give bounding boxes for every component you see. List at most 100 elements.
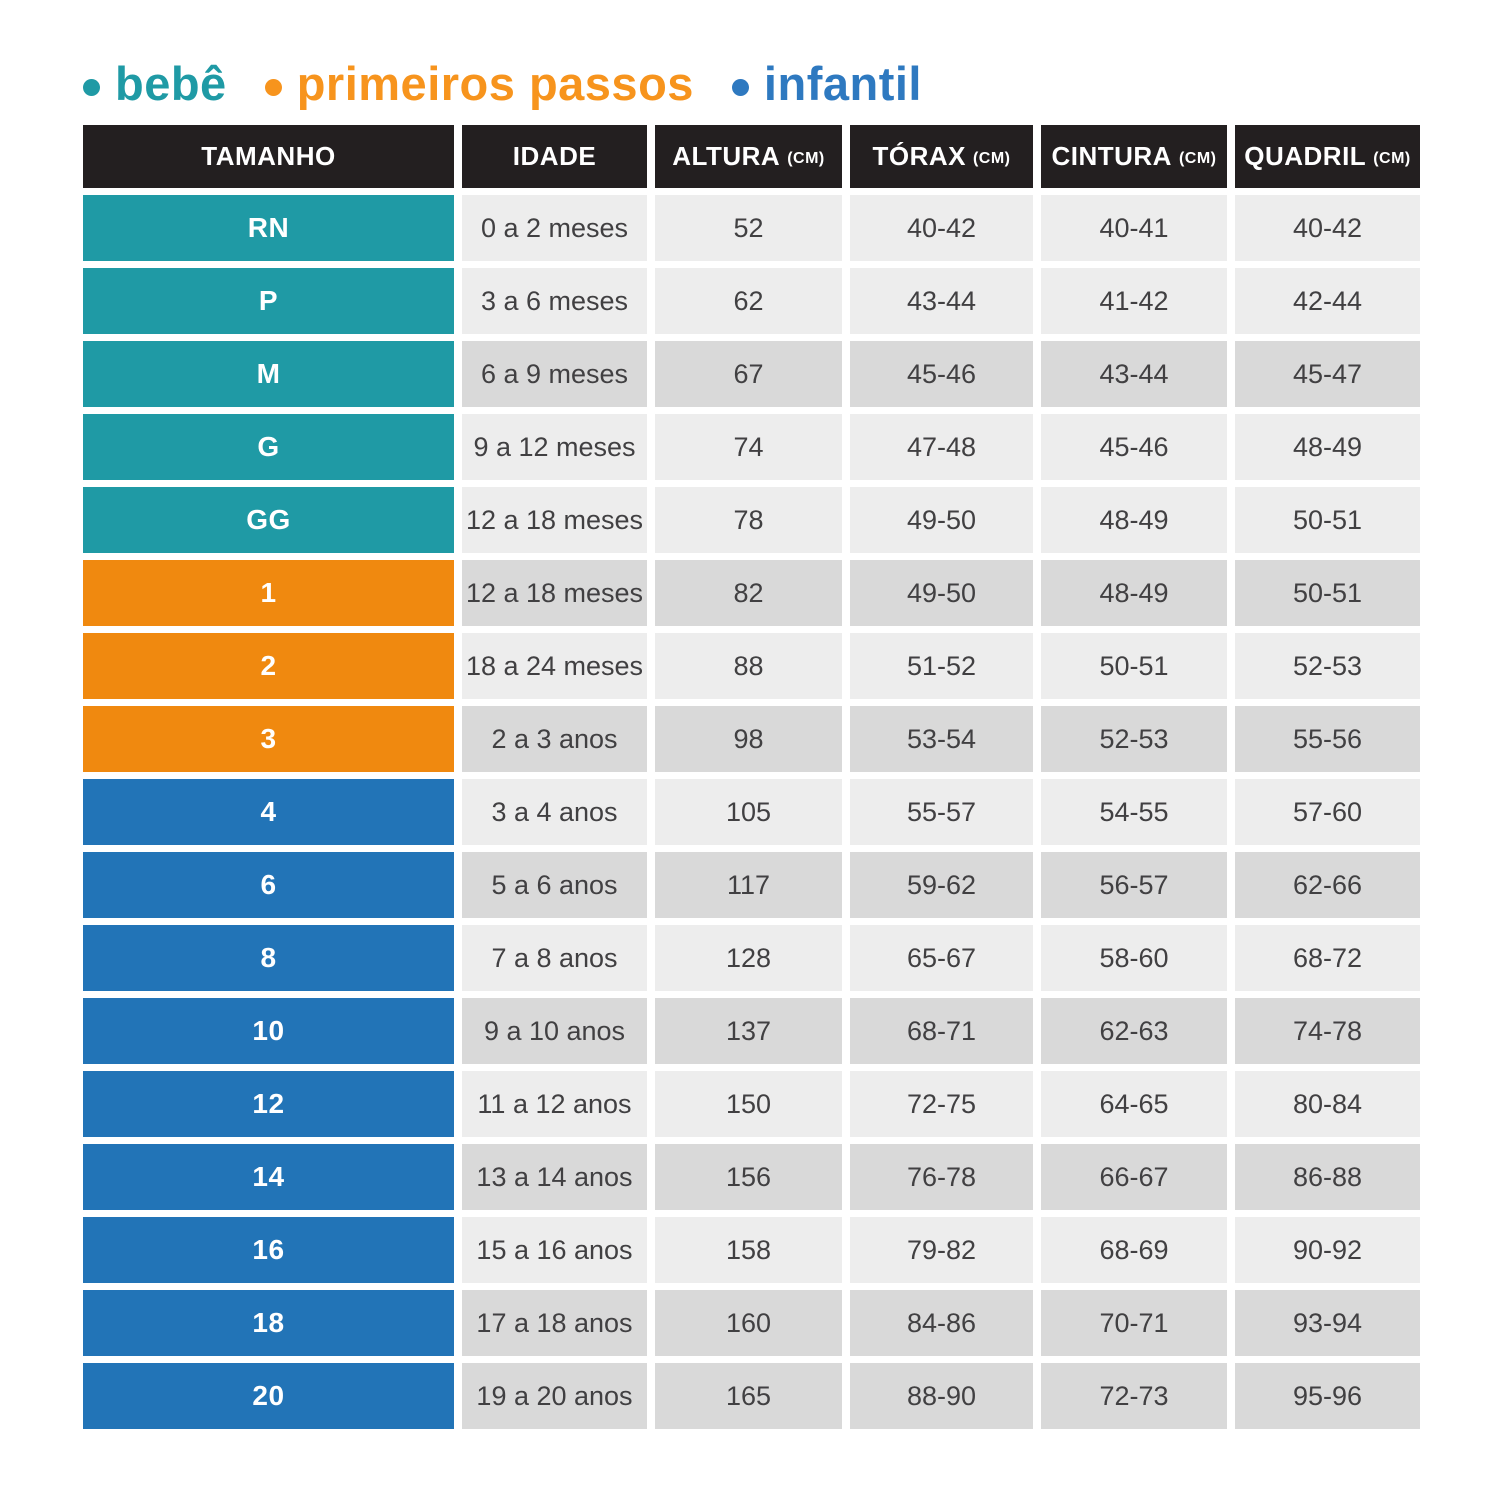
idade-cell: 18 a 24 meses [462, 633, 647, 699]
altura-cell: 105 [655, 779, 842, 845]
idade-cell: 11 a 12 anos [462, 1071, 647, 1137]
quadril-cell: 74-78 [1235, 998, 1420, 1064]
quadril-cell: 57-60 [1235, 779, 1420, 845]
size-chart-table: TAMANHO IDADE ALTURA (CM) TÓRAX (CM) CIN… [83, 125, 1420, 1429]
size-cell: 2 [83, 633, 454, 699]
size-cell: RN [83, 195, 454, 261]
torax-cell: 51-52 [850, 633, 1033, 699]
size-cell: 6 [83, 852, 454, 918]
idade-cell: 15 a 16 anos [462, 1217, 647, 1283]
altura-cell: 117 [655, 852, 842, 918]
legend-label: infantil [763, 56, 922, 110]
header-cell-cintura: CINTURA (CM) [1041, 125, 1227, 188]
torax-cell: 49-50 [850, 560, 1033, 626]
quadril-cell: 68-72 [1235, 925, 1420, 991]
bullet-icon [731, 78, 749, 96]
header-unit: (CM) [787, 149, 825, 167]
quadril-cell: 45-47 [1235, 341, 1420, 407]
header-unit: (CM) [1373, 149, 1411, 167]
header-cell-quadril: QUADRIL (CM) [1235, 125, 1420, 188]
size-cell: 4 [83, 779, 454, 845]
header-label: ALTURA [672, 141, 781, 171]
size-cell: 18 [83, 1290, 454, 1356]
torax-cell: 55-57 [850, 779, 1033, 845]
cintura-cell: 64-65 [1041, 1071, 1227, 1137]
torax-cell: 47-48 [850, 414, 1033, 480]
altura-cell: 160 [655, 1290, 842, 1356]
header-unit: (CM) [1178, 149, 1217, 167]
legend-item-infantil: infantil [731, 56, 922, 110]
quadril-cell: 48-49 [1235, 414, 1420, 480]
cintura-cell: 48-49 [1041, 487, 1227, 553]
table-header-row: TAMANHO IDADE ALTURA (CM) TÓRAX (CM) CIN… [83, 125, 1420, 188]
cintura-cell: 56-57 [1041, 852, 1227, 918]
idade-cell: 19 a 20 anos [462, 1363, 647, 1429]
idade-cell: 7 a 8 anos [462, 925, 647, 991]
header-label: TÓRAX [872, 141, 966, 171]
header-label: QUADRIL [1244, 141, 1367, 171]
header-cell-idade: IDADE [462, 125, 647, 188]
header-cell-torax: TÓRAX (CM) [850, 125, 1033, 188]
quadril-cell: 50-51 [1235, 560, 1420, 626]
altura-cell: 137 [655, 998, 842, 1064]
bullet-icon [264, 78, 282, 96]
cintura-cell: 50-51 [1041, 633, 1227, 699]
cintura-cell: 41-42 [1041, 268, 1227, 334]
idade-cell: 9 a 12 meses [462, 414, 647, 480]
torax-cell: 72-75 [850, 1071, 1033, 1137]
header-cell-tamanho: TAMANHO [83, 125, 454, 188]
idade-cell: 9 a 10 anos [462, 998, 647, 1064]
quadril-cell: 93-94 [1235, 1290, 1420, 1356]
idade-cell: 2 a 3 anos [462, 706, 647, 772]
size-cell: 12 [83, 1071, 454, 1137]
size-cell: M [83, 341, 454, 407]
altura-cell: 165 [655, 1363, 842, 1429]
size-cell: P [83, 268, 454, 334]
cintura-cell: 68-69 [1041, 1217, 1227, 1283]
quadril-cell: 62-66 [1235, 852, 1420, 918]
idade-cell: 3 a 4 anos [462, 779, 647, 845]
size-cell: 20 [83, 1363, 454, 1429]
torax-cell: 43-44 [850, 268, 1033, 334]
size-cell: G [83, 414, 454, 480]
idade-cell: 12 a 18 meses [462, 560, 647, 626]
altura-cell: 74 [655, 414, 842, 480]
quadril-cell: 52-53 [1235, 633, 1420, 699]
torax-cell: 79-82 [850, 1217, 1033, 1283]
idade-cell: 6 a 9 meses [462, 341, 647, 407]
size-cell: 10 [83, 998, 454, 1064]
torax-cell: 76-78 [850, 1144, 1033, 1210]
quadril-cell: 40-42 [1235, 195, 1420, 261]
torax-cell: 40-42 [850, 195, 1033, 261]
size-cell: 1 [83, 560, 454, 626]
idade-cell: 13 a 14 anos [462, 1144, 647, 1210]
torax-cell: 65-67 [850, 925, 1033, 991]
cintura-cell: 66-67 [1041, 1144, 1227, 1210]
cintura-cell: 62-63 [1041, 998, 1227, 1064]
idade-cell: 3 a 6 meses [462, 268, 647, 334]
cintura-cell: 58-60 [1041, 925, 1227, 991]
legend-label: primeiros passos [296, 56, 694, 110]
size-group-legend: bebê primeiros passos infantil [83, 52, 960, 114]
bullet-icon [83, 78, 100, 96]
altura-cell: 128 [655, 925, 842, 991]
header-label: TAMANHO [201, 141, 336, 171]
idade-cell: 0 a 2 meses [462, 195, 647, 261]
header-label: IDADE [512, 141, 597, 171]
torax-cell: 59-62 [850, 852, 1033, 918]
torax-cell: 68-71 [850, 998, 1033, 1064]
cintura-cell: 72-73 [1041, 1363, 1227, 1429]
quadril-cell: 86-88 [1235, 1144, 1420, 1210]
altura-cell: 62 [655, 268, 842, 334]
idade-cell: 5 a 6 anos [462, 852, 647, 918]
cintura-cell: 45-46 [1041, 414, 1227, 480]
cintura-cell: 40-41 [1041, 195, 1227, 261]
cintura-cell: 70-71 [1041, 1290, 1227, 1356]
idade-cell: 12 a 18 meses [462, 487, 647, 553]
legend-label: bebê [115, 56, 227, 110]
altura-cell: 150 [655, 1071, 842, 1137]
table-body: RN 0 a 2 meses 52 40-42 40-41 40-42 P 3 a 6 mes… [83, 195, 1420, 1429]
size-cell: 16 [83, 1217, 454, 1283]
cintura-cell: 54-55 [1041, 779, 1227, 845]
torax-cell: 53-54 [850, 706, 1033, 772]
